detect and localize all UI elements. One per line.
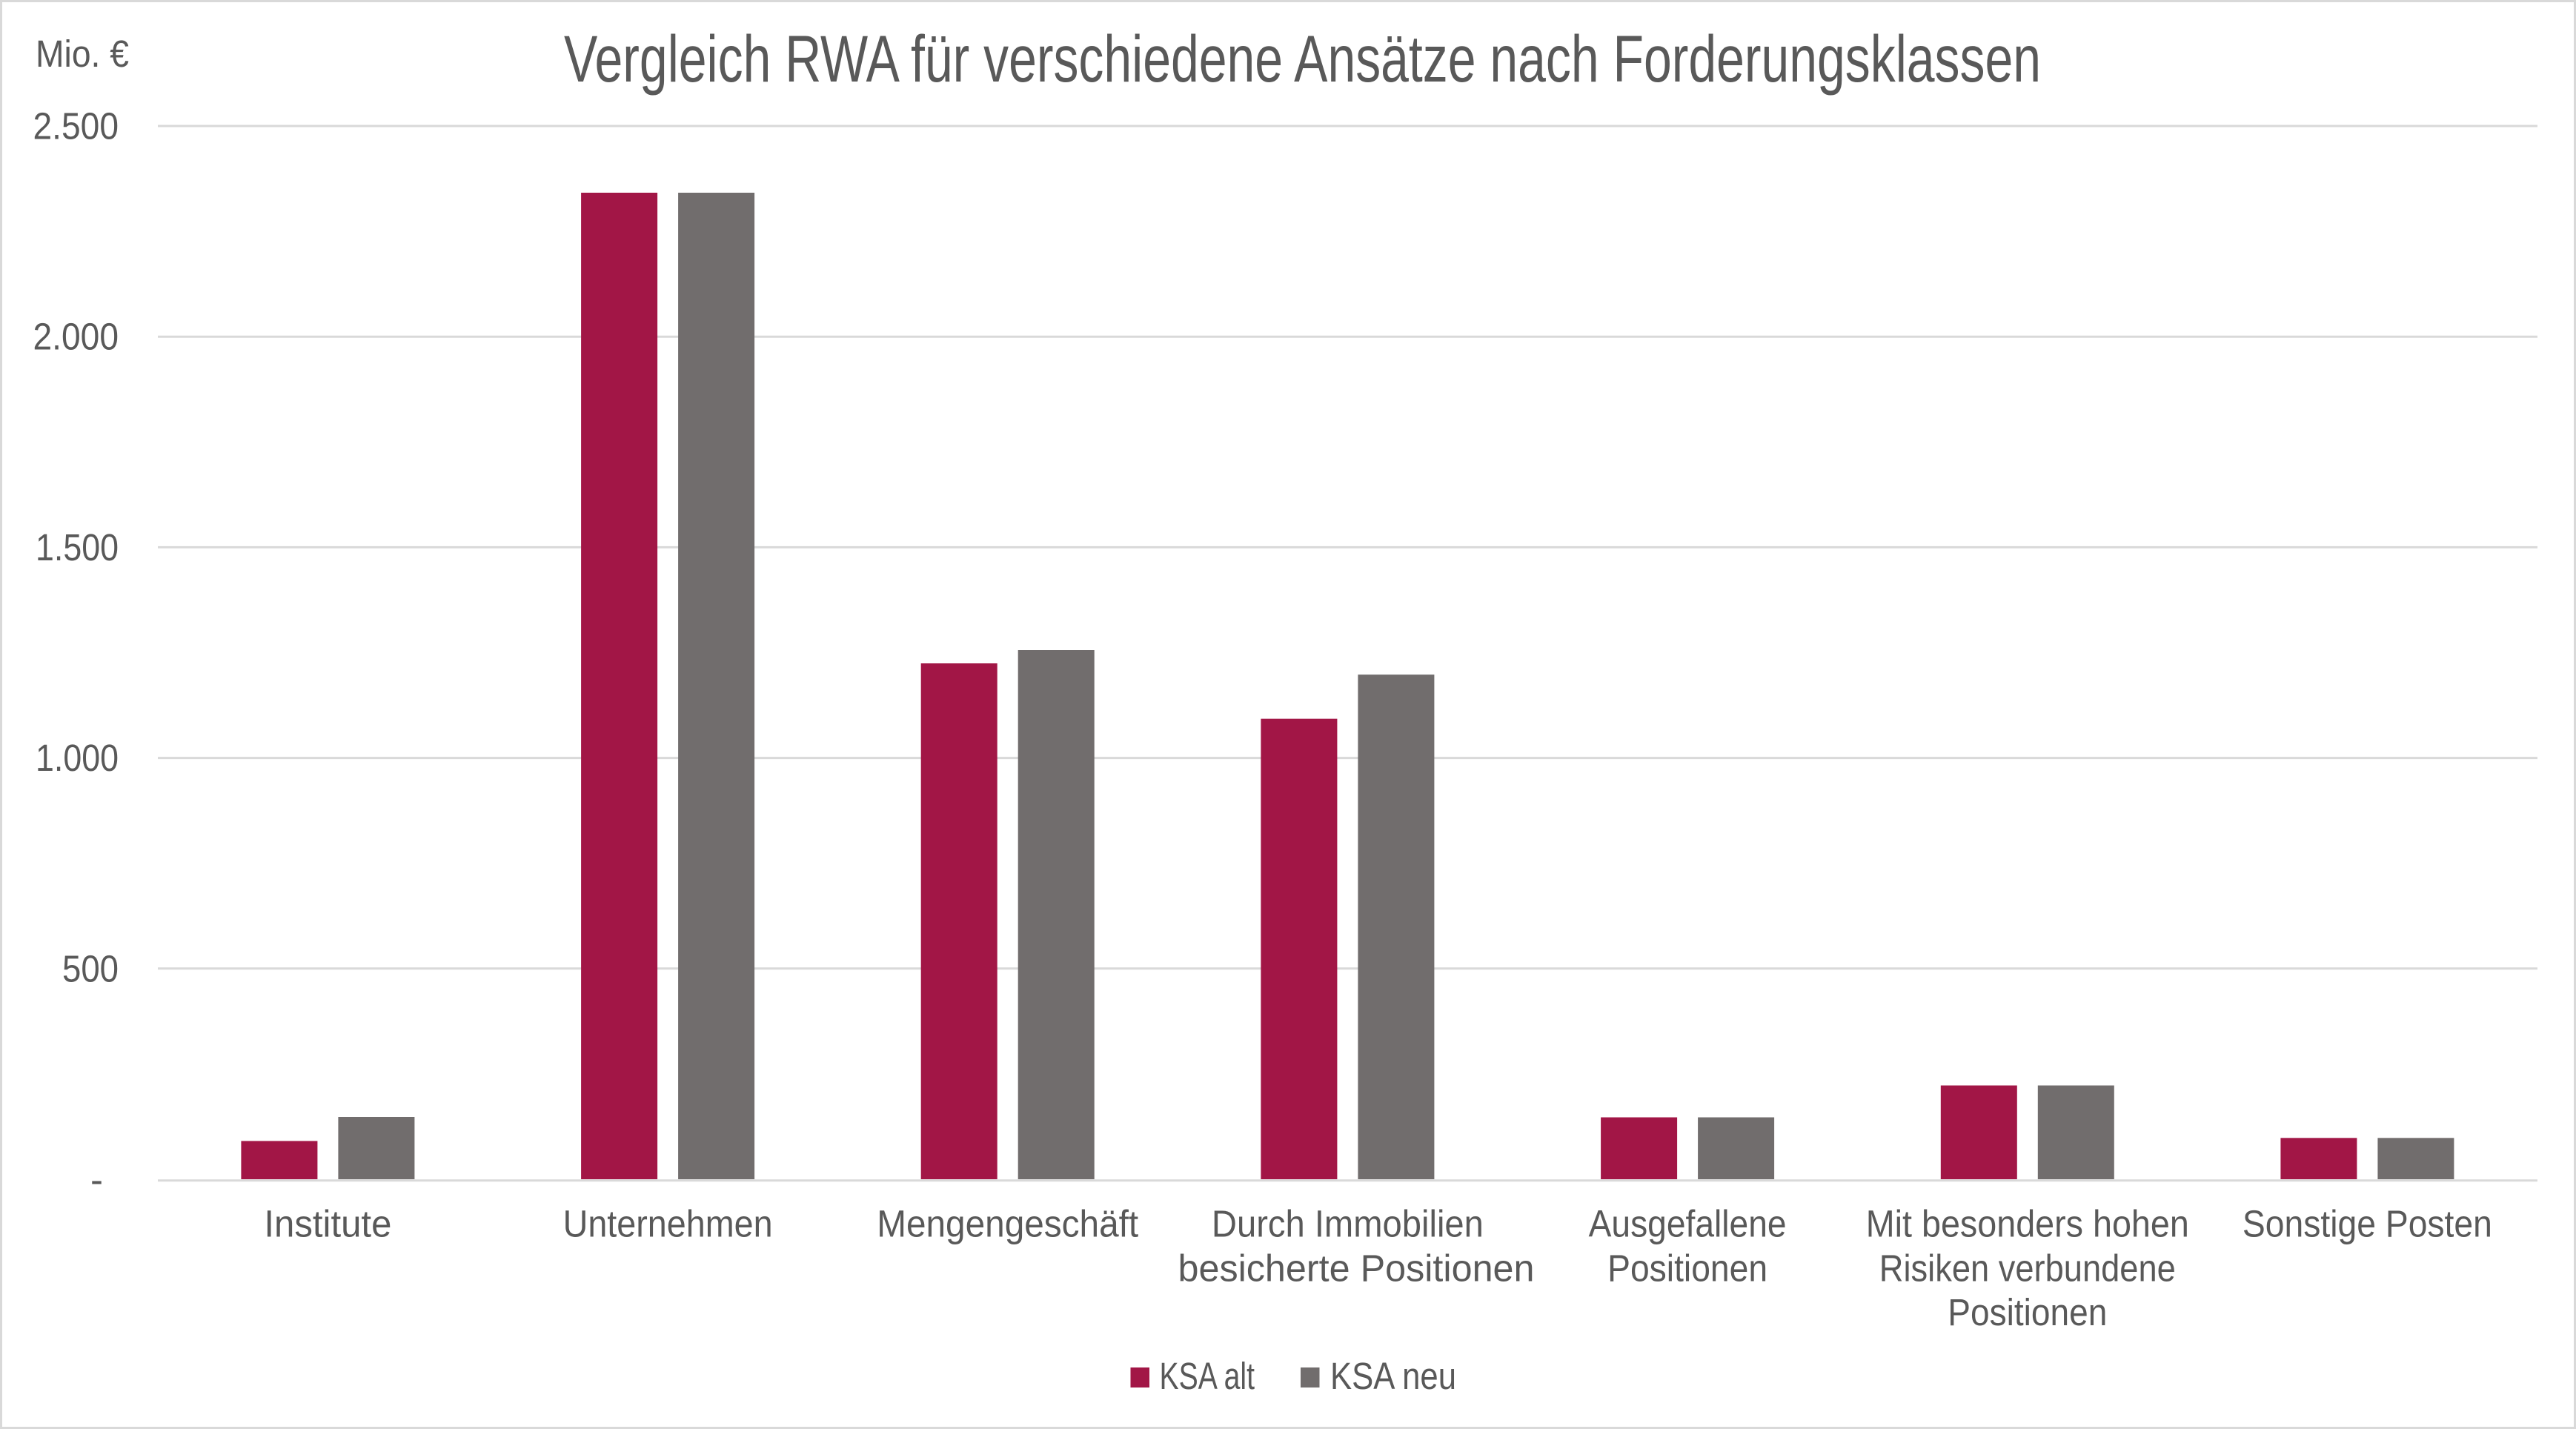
- svg-text:2.000: 2.000: [33, 316, 119, 358]
- svg-text:Mio. €: Mio. €: [36, 33, 129, 75]
- svg-text:1.000: 1.000: [36, 737, 119, 779]
- svg-text:Institute: Institute: [264, 1203, 391, 1245]
- svg-text:1.500: 1.500: [36, 526, 119, 568]
- svg-text:-: -: [90, 1158, 103, 1201]
- svg-text:Mengengeschäft: Mengengeschäft: [877, 1203, 1138, 1245]
- svg-text:Positionen: Positionen: [1948, 1291, 2107, 1333]
- svg-text:Ausgefallene: Ausgefallene: [1589, 1203, 1787, 1245]
- svg-text:2.500: 2.500: [33, 105, 119, 147]
- svg-text:Risiken verbundene: Risiken verbundene: [1879, 1247, 2176, 1290]
- svg-text:Unternehmen: Unternehmen: [563, 1203, 773, 1245]
- svg-text:Vergleich RWA für verschiedene: Vergleich RWA für verschiedene Ansätze n…: [564, 21, 2041, 96]
- svg-text:besicherte Positionen: besicherte Positionen: [1178, 1247, 1535, 1290]
- svg-text:Sonstige Posten: Sonstige Posten: [2243, 1203, 2492, 1245]
- svg-text:500: 500: [62, 947, 119, 989]
- svg-text:KSA neu: KSA neu: [1330, 1355, 1456, 1397]
- svg-text:KSA alt: KSA alt: [1160, 1355, 1255, 1397]
- svg-text:Durch Immobilien: Durch Immobilien: [1212, 1203, 1484, 1245]
- svg-text:Mit besonders hohen: Mit besonders hohen: [1866, 1203, 2189, 1245]
- svg-text:Positionen: Positionen: [1607, 1247, 1767, 1290]
